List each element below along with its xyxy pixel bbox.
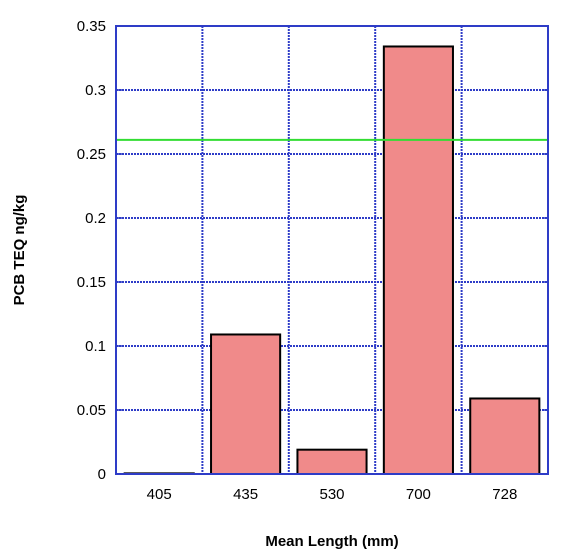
bar xyxy=(296,448,368,475)
x-tick-label: 700 xyxy=(406,486,431,503)
y-tick-label: 0.1 xyxy=(85,338,106,355)
x-tick-labels: 405 435 530 700 728 xyxy=(147,486,518,503)
x-tick-label: 435 xyxy=(233,486,258,503)
y-tick-label: 0.05 xyxy=(77,402,106,419)
y-tick-label: 0.3 xyxy=(85,82,106,99)
y-tick-label: 0.25 xyxy=(77,146,106,163)
y-tick-label: 0.15 xyxy=(77,274,106,291)
bar xyxy=(469,397,541,476)
x-tick-label: 405 xyxy=(147,486,172,503)
bar xyxy=(210,333,282,476)
y-tick-label: 0.35 xyxy=(77,18,106,35)
x-tick-label: 530 xyxy=(319,486,344,503)
y-tick-label: 0 xyxy=(98,466,106,483)
bar xyxy=(382,45,454,475)
y-axis-title: PCB TEQ ng/kg xyxy=(11,195,28,306)
y-tick-label: 0.2 xyxy=(85,210,106,227)
y-tick-labels: 0 0.05 0.1 0.15 0.2 0.25 0.3 0.35 xyxy=(77,18,106,483)
x-tick-label: 728 xyxy=(492,486,517,503)
bars-layer xyxy=(123,45,541,476)
x-axis-title: Mean Length (mm) xyxy=(265,533,398,550)
plot-frame xyxy=(115,25,549,475)
